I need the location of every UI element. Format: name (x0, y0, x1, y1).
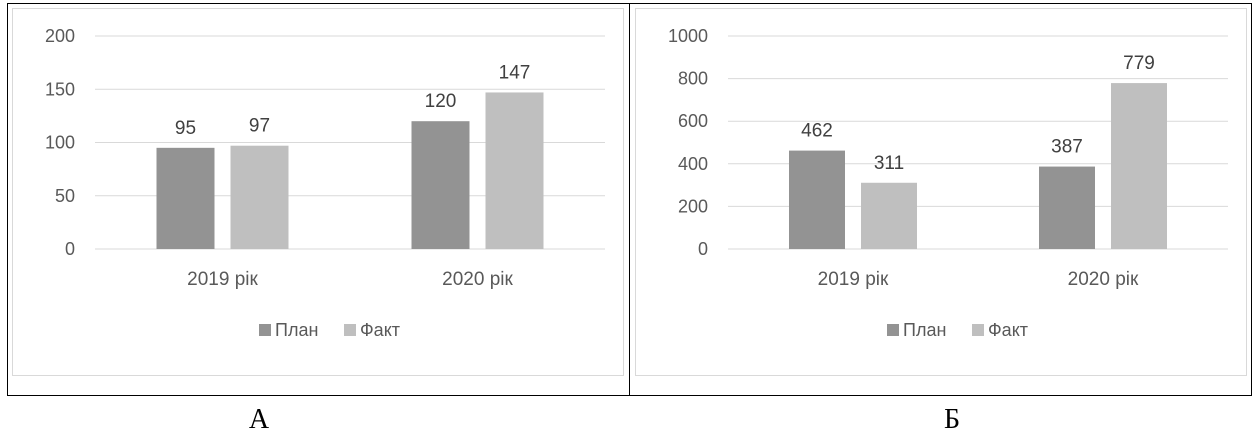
y-tick-label: 400 (678, 154, 708, 174)
bar (1039, 166, 1095, 249)
bar (789, 150, 845, 249)
y-tick-label: 100 (45, 133, 75, 153)
legend-swatch (887, 324, 899, 336)
legend-swatch (344, 324, 356, 336)
y-tick-label: 150 (45, 79, 75, 99)
data-label: 97 (249, 116, 270, 137)
y-tick-label: 50 (55, 186, 75, 206)
chart-panel-b: 0 200 400 600 800 1000 462 311 2019 рік 387 779 202… (630, 3, 1252, 396)
panel-divider (629, 3, 630, 396)
data-label: 779 (1123, 53, 1155, 74)
bar (861, 182, 917, 249)
data-label: 387 (1051, 137, 1083, 158)
y-tick-label: 0 (65, 239, 75, 259)
data-label: 120 (425, 91, 457, 112)
caption-b: Б (943, 404, 961, 435)
data-label: 95 (175, 118, 196, 139)
bar (230, 145, 289, 249)
bar-chart-a: 0 50 100 150 200 95 97 2019 рік 120 147 2020 рік Пл… (45, 26, 605, 340)
y-tick-label: 600 (678, 111, 708, 131)
legend-swatch (972, 324, 984, 336)
bar (485, 92, 544, 249)
y-tick-label: 200 (678, 196, 708, 216)
bar (156, 147, 215, 249)
y-tick-label: 1000 (668, 26, 708, 46)
legend-label: План (903, 320, 946, 340)
data-label: 462 (801, 121, 833, 142)
x-tick-label: 2020 рік (1068, 269, 1139, 290)
bar (1111, 83, 1167, 249)
legend-label: Факт (360, 320, 400, 340)
chart-panel-a: 0 50 100 150 200 95 97 2019 рік 120 147 2020 рік Пл… (7, 3, 629, 396)
chart-area-a: 0 50 100 150 200 95 97 2019 рік 120 147 2020 рік Пл… (12, 8, 624, 376)
y-tick-label: 0 (698, 239, 708, 259)
x-tick-label: 2019 рік (818, 269, 889, 290)
data-label: 147 (499, 62, 531, 83)
legend-label: Факт (988, 320, 1028, 340)
bar-chart-b: 0 200 400 600 800 1000 462 311 2019 рік 387 779 202… (668, 26, 1228, 340)
y-tick-label: 200 (45, 26, 75, 46)
x-tick-label: 2019 рік (187, 269, 258, 290)
y-tick-label: 800 (678, 69, 708, 89)
legend-swatch (259, 324, 271, 336)
x-tick-label: 2020 рік (442, 269, 513, 290)
caption-a: А (248, 404, 270, 435)
bar (411, 121, 470, 249)
chart-area-b: 0 200 400 600 800 1000 462 311 2019 рік 387 779 202… (635, 8, 1247, 376)
legend-label: План (275, 320, 318, 340)
data-label: 311 (874, 153, 904, 174)
